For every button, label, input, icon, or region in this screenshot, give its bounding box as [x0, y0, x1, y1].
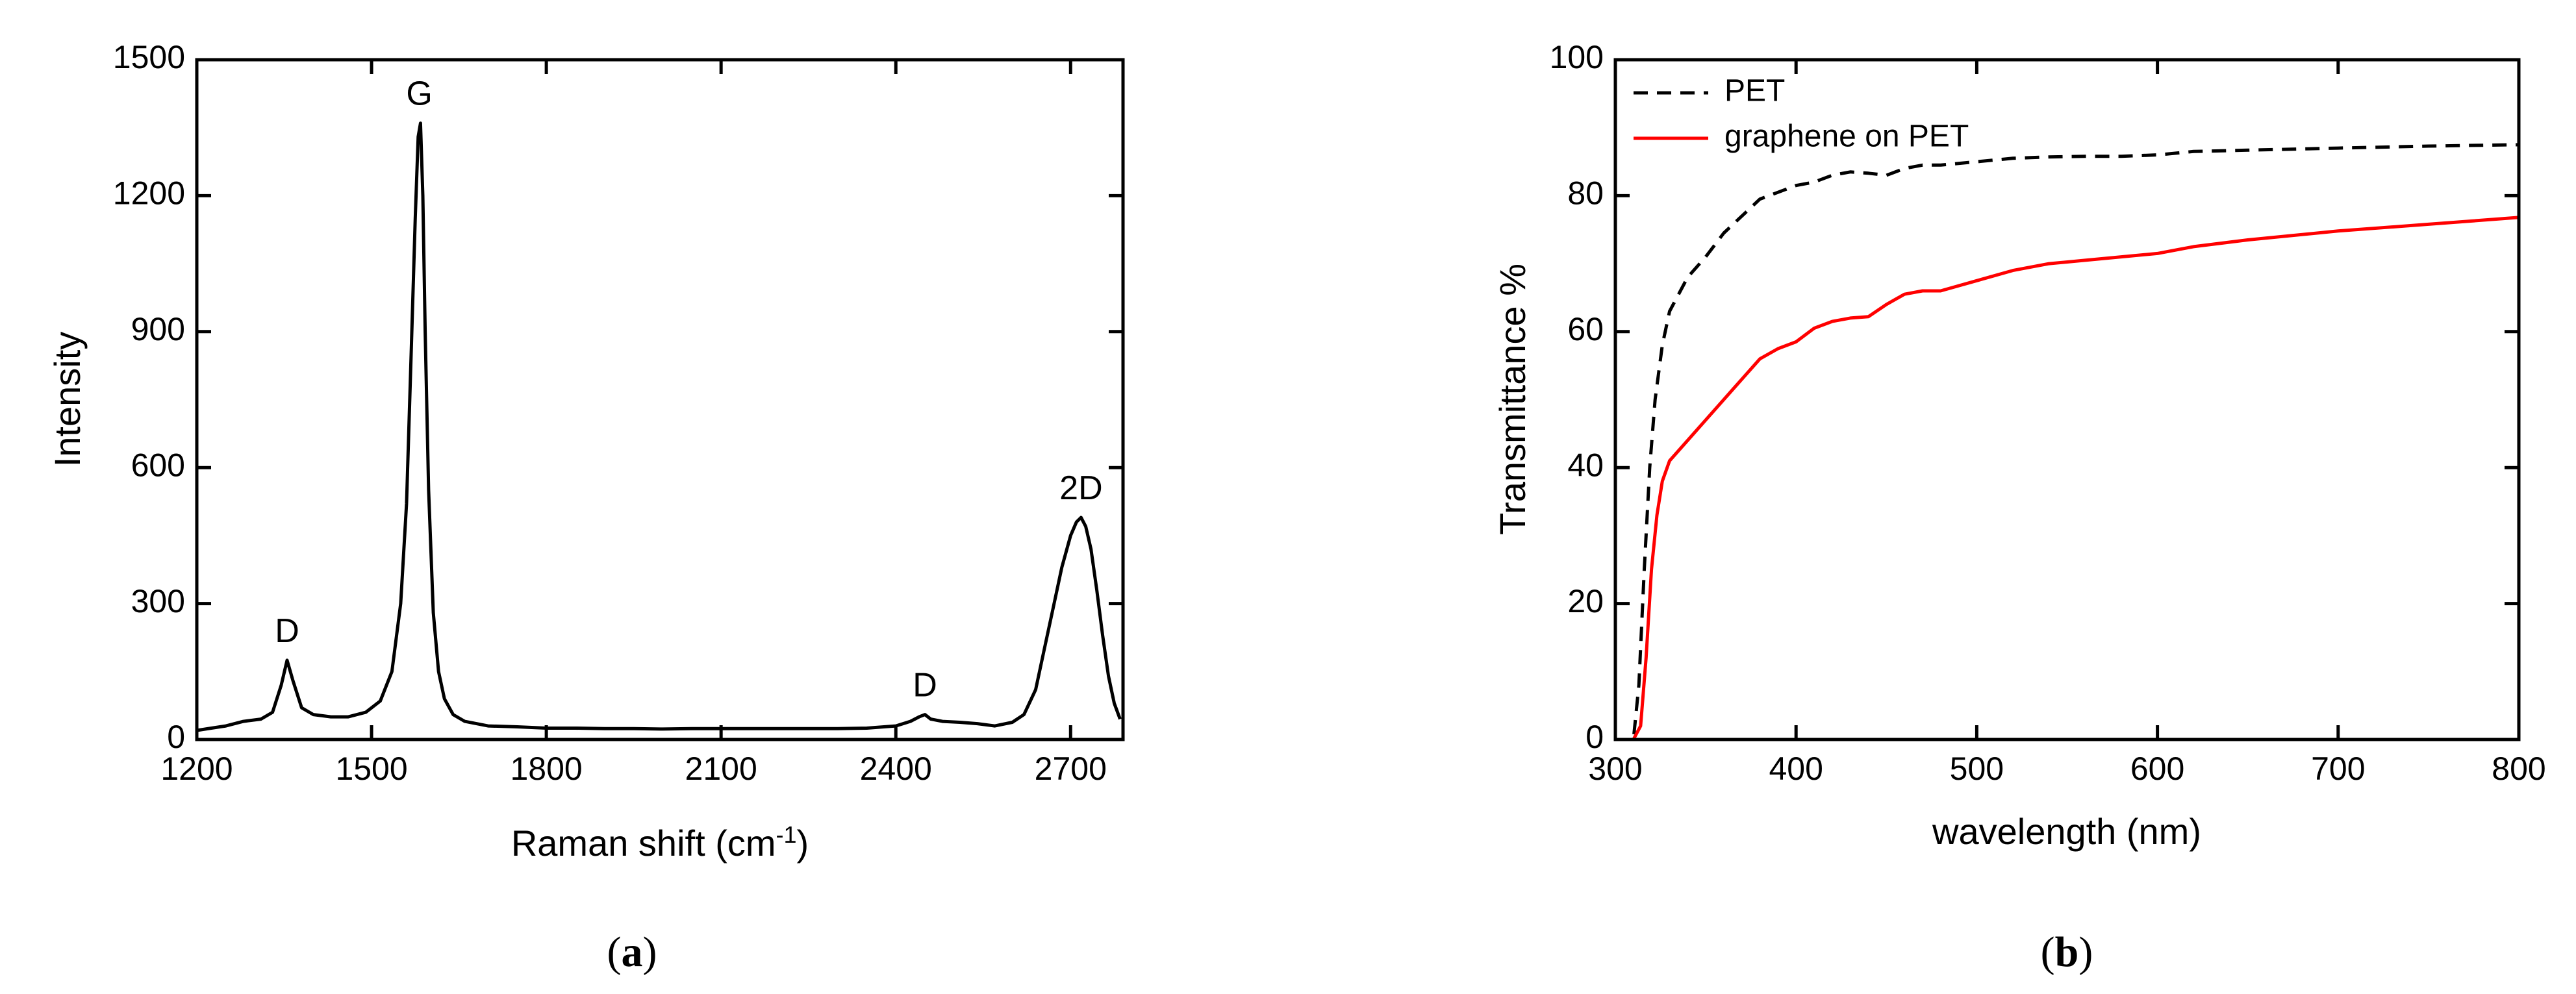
raman-x-tick-label: 1200: [160, 751, 233, 787]
raman-x-axis-title-suffix: ): [797, 823, 809, 864]
transmittance-tick-labels: 300 400 500 600 700 800 0 20 40 60 80 100: [1550, 39, 2546, 787]
legend-label-graphene: graphene on PET: [1724, 119, 1969, 154]
transmittance-plot-frame: [1613, 58, 2521, 741]
raman-y-tick-label: 1500: [113, 39, 185, 75]
transmittance-chart: 300 400 500 600 700 800 0 20 40 60 80 100 PET graph…: [1492, 39, 2546, 976]
legend: PET graphene on PET: [1634, 74, 1969, 154]
raman-x-axis-title-sup: -1: [776, 821, 796, 848]
raman-plot-frame: [195, 58, 1125, 741]
peak-label-d: D: [275, 612, 299, 650]
raman-x-axis-title-main: Raman shift (cm: [511, 823, 776, 864]
graphene-line: [1615, 216, 2519, 741]
panel-label-b-close: ): [2078, 928, 2093, 976]
transmittance-x-tick-label: 600: [2130, 751, 2184, 787]
raman-y-tick-label: 900: [131, 311, 185, 347]
raman-y-tick-label: 0: [167, 719, 185, 755]
panel-label-b-open: (: [2041, 928, 2055, 976]
transmittance-x-tick-label: 400: [1769, 751, 1823, 787]
raman-peak-labels: D G D 2D: [275, 75, 1102, 704]
raman-y-tick-label: 300: [131, 583, 185, 619]
transmittance-y-tick-label: 40: [1567, 447, 1604, 483]
transmittance-series: [1615, 143, 2519, 741]
transmittance-ticks: [1613, 58, 2521, 741]
raman-y-tick-label: 1200: [113, 175, 185, 212]
raman-series: [196, 121, 1122, 732]
raman-x-tick-label: 2400: [860, 751, 932, 787]
transmittance-x-axis-title: wavelength (nm): [1932, 811, 2201, 852]
panel-label-a-letter: a: [622, 928, 643, 976]
legend-label-pet: PET: [1724, 74, 1785, 108]
transmittance-x-tick-label: 700: [2311, 751, 2365, 787]
peak-label-2d: 2D: [1059, 469, 1102, 507]
panel-label-a-open: (: [607, 928, 622, 976]
transmittance-y-tick-label: 80: [1567, 175, 1604, 212]
raman-x-tick-label: 1800: [510, 751, 582, 787]
peak-label-g: G: [406, 75, 432, 113]
transmittance-y-axis-title: Transmittance %: [1492, 264, 1533, 535]
raman-ticks: [195, 58, 1123, 741]
transmittance-y-tick-label: 100: [1550, 39, 1604, 75]
transmittance-x-tick-label: 800: [2492, 751, 2545, 787]
raman-x-axis-title: Raman shift (cm-1): [511, 821, 809, 864]
transmittance-x-tick-label: 300: [1588, 751, 1642, 787]
transmittance-y-tick-label: 20: [1567, 583, 1604, 619]
raman-tick-labels: 1200 1500 1800 2100 2400 2700 0 300 600 900 1200 15…: [113, 39, 1107, 787]
raman-chart: 1200 1500 1800 2100 2400 2700 0 300 600 900 1200 15…: [47, 39, 1125, 976]
raman-line: [196, 121, 1122, 732]
transmittance-y-tick-label: 0: [1585, 719, 1604, 755]
raman-y-tick-label: 600: [131, 447, 185, 483]
peak-label-d: D: [913, 667, 937, 704]
panel-label-b-letter: b: [2055, 928, 2079, 976]
transmittance-y-tick-label: 60: [1567, 311, 1604, 347]
raman-x-tick-label: 2100: [685, 751, 757, 787]
panel-label-a: (a): [607, 928, 657, 976]
raman-x-tick-label: 1500: [335, 751, 407, 787]
panel-label-a-close: ): [643, 928, 657, 976]
raman-y-axis-title: Intensity: [47, 332, 88, 467]
raman-x-tick-label: 2700: [1035, 751, 1107, 787]
pet-line: [1615, 143, 2519, 741]
panel-label-b: (b): [2041, 928, 2093, 976]
transmittance-x-tick-label: 500: [1950, 751, 2004, 787]
